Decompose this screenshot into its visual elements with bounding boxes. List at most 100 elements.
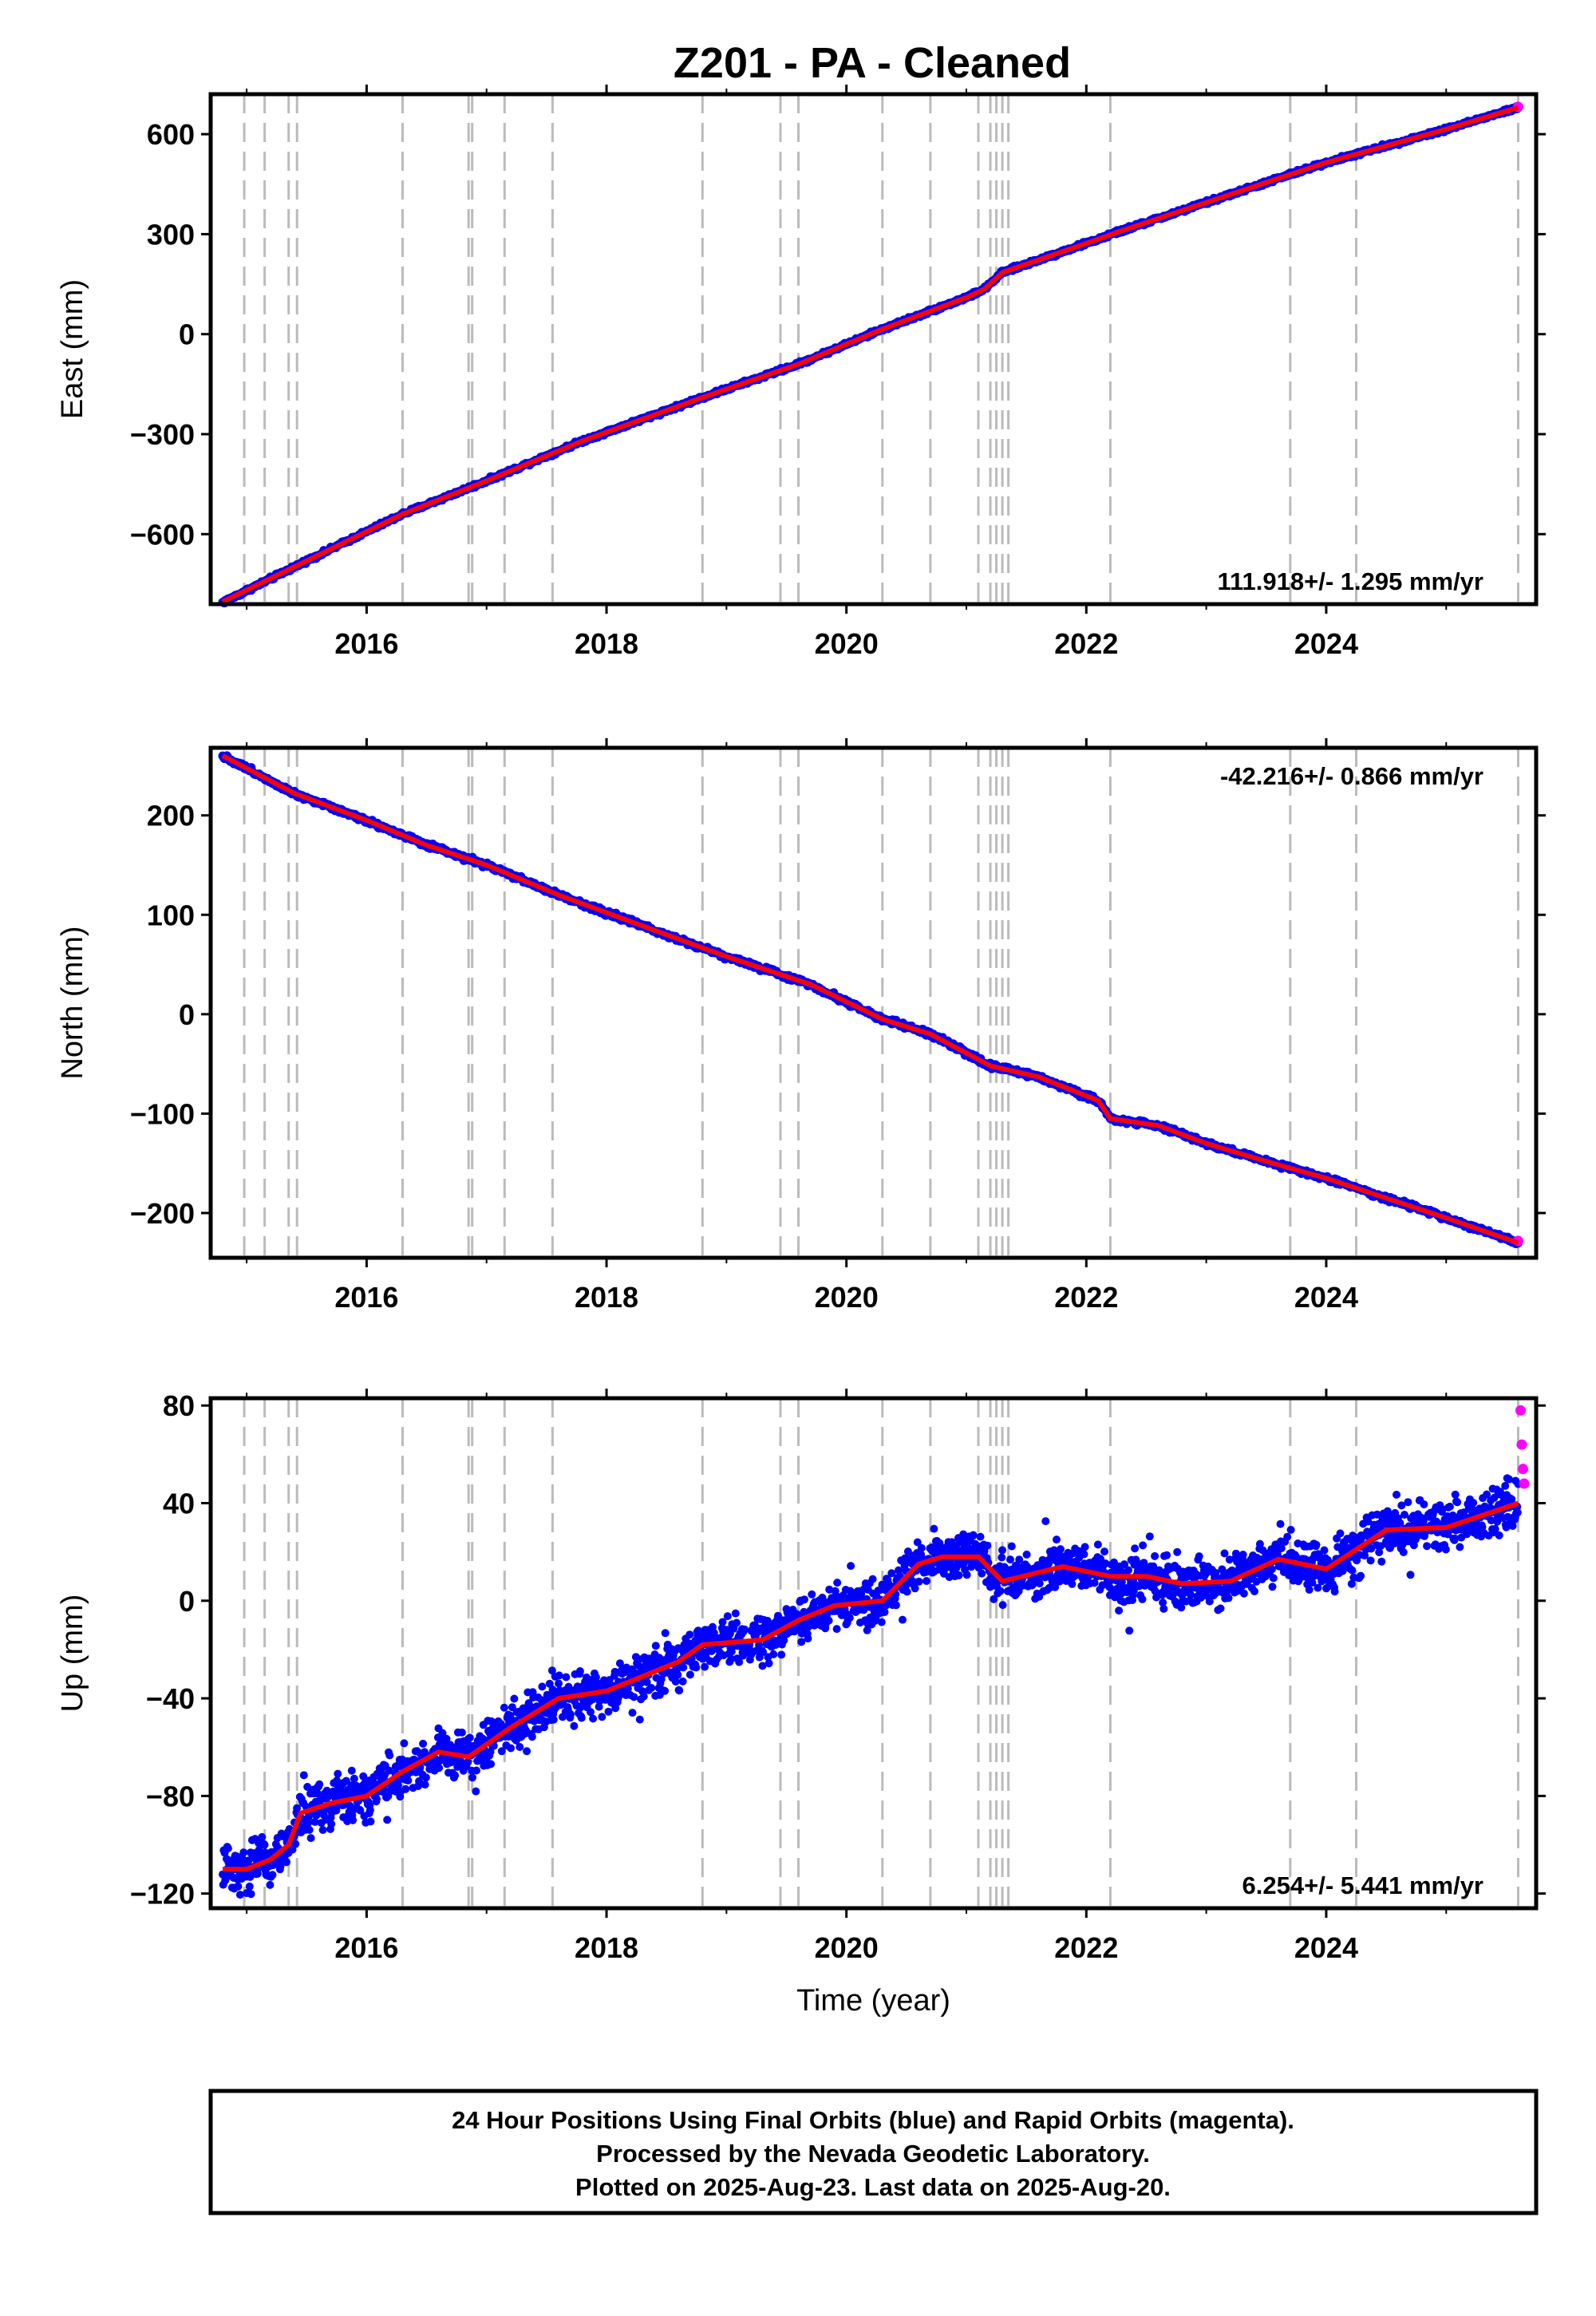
data-point (917, 1543, 926, 1552)
data-point (419, 1739, 428, 1748)
data-point (400, 1739, 409, 1748)
data-point (266, 1880, 275, 1889)
x-tick-label: 2020 (815, 1281, 879, 1314)
data-point (868, 1575, 877, 1583)
x-tick-label: 2016 (334, 627, 398, 660)
data-point (282, 1858, 290, 1867)
data-point (373, 1795, 381, 1804)
data-point (978, 1569, 986, 1578)
data-point (651, 1642, 660, 1650)
figure-title: Z201 - PA - Cleaned (674, 39, 1071, 87)
y-tick-label: 600 (147, 118, 195, 151)
data-point (998, 1553, 1006, 1562)
velocity-label: -42.216+/- 0.866 mm/yr (1220, 762, 1483, 790)
data-point (516, 1743, 524, 1751)
data-point (385, 1751, 394, 1760)
data-point (577, 1713, 586, 1722)
data-point (223, 1844, 232, 1852)
data-point (538, 1682, 547, 1691)
data-point (487, 1760, 496, 1769)
data-point (1124, 1566, 1132, 1575)
data-point (692, 1663, 701, 1672)
data-point (555, 1679, 563, 1688)
data-point (847, 1562, 855, 1571)
y-tick-label: 300 (147, 218, 195, 251)
data-point (962, 1571, 971, 1579)
data-point (723, 1612, 732, 1621)
data-point (1125, 1626, 1134, 1635)
data-point (598, 1713, 606, 1721)
data-point (804, 1634, 812, 1643)
data-point (845, 1614, 854, 1622)
data-point (833, 1579, 842, 1587)
data-point (808, 1590, 816, 1599)
data-point (903, 1587, 911, 1596)
model-line (221, 753, 1519, 1246)
y-tick-label: −100 (130, 1097, 195, 1130)
data-point (1093, 1540, 1102, 1549)
data-point (604, 1707, 613, 1716)
data-point (1100, 1547, 1108, 1556)
data-point (915, 1577, 923, 1586)
data-point (570, 1721, 579, 1730)
data-point (899, 1615, 907, 1624)
data-point (549, 1715, 558, 1724)
data-point (575, 1667, 584, 1675)
data-point (383, 1816, 392, 1824)
data-point (674, 1670, 682, 1679)
y-tick-label: 0 (179, 998, 195, 1031)
data-point (334, 1769, 342, 1778)
data-point (635, 1715, 644, 1724)
data-point (661, 1629, 670, 1638)
data-point (1080, 1550, 1088, 1559)
data-point (435, 1764, 444, 1773)
data-point (567, 1710, 575, 1718)
data-point (500, 1703, 508, 1712)
data-point (349, 1816, 358, 1824)
x-tick-label: 2024 (1294, 1281, 1358, 1314)
data-point (679, 1663, 688, 1672)
x-tick-label: 2018 (575, 627, 638, 660)
data-point (891, 1601, 900, 1610)
data-point (350, 1774, 358, 1783)
data-point (404, 1777, 413, 1784)
data-point (234, 1882, 243, 1891)
data-point (983, 1541, 992, 1550)
data-point (731, 1609, 740, 1618)
y-tick-label: −600 (130, 518, 195, 551)
data-point (306, 1834, 315, 1843)
data-point (253, 1869, 262, 1878)
data-point (510, 1694, 519, 1703)
data-point (733, 1618, 741, 1627)
data-point (777, 1650, 786, 1659)
data-point (954, 1571, 963, 1579)
data-point (930, 1524, 938, 1533)
x-tick-label: 2016 (334, 1281, 398, 1314)
data-point (451, 1771, 460, 1780)
x-tick-label: 2024 (1294, 627, 1358, 660)
data-point (258, 1832, 267, 1841)
y-tick-label: 200 (147, 800, 195, 832)
data-point (661, 1686, 670, 1695)
y-tick-label: −300 (130, 418, 195, 451)
data-point (247, 1890, 255, 1899)
data-point (1068, 1579, 1077, 1588)
data-point (764, 1659, 773, 1668)
data-point (465, 1733, 474, 1742)
data-point (366, 1817, 375, 1826)
data-point (647, 1684, 656, 1692)
y-tick-label: −200 (130, 1197, 195, 1230)
data-point (998, 1601, 1007, 1610)
data-point (685, 1630, 694, 1639)
x-tick-label: 2022 (1054, 1281, 1118, 1314)
data-point (235, 1891, 244, 1899)
data-point (832, 1625, 841, 1634)
final-orbit-points (218, 102, 1523, 608)
data-point (969, 1531, 978, 1539)
data-point (741, 1625, 749, 1634)
data-point (769, 1650, 778, 1658)
plot-frame (208, 92, 1539, 607)
x-tick-label: 2018 (575, 1281, 638, 1314)
data-point (880, 1608, 889, 1616)
